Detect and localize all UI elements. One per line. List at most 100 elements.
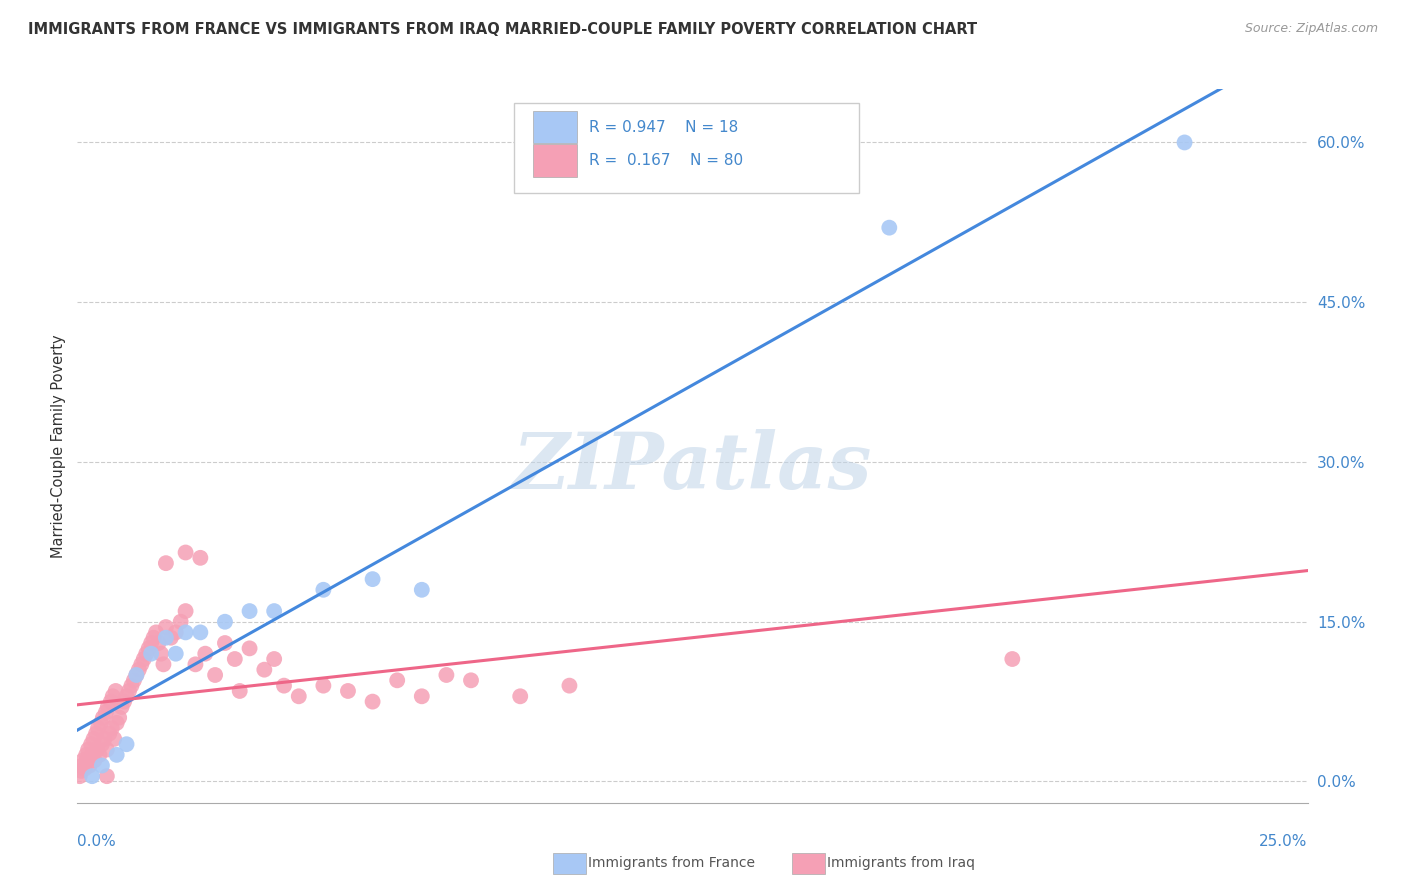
Point — [239, 641, 262, 656]
Point — [160, 631, 183, 645]
Point — [152, 657, 174, 672]
Point — [312, 679, 335, 693]
Point — [69, 769, 91, 783]
Point — [83, 731, 105, 746]
Point — [188, 625, 212, 640]
Point — [82, 769, 104, 783]
Text: R =  0.167    N = 80: R = 0.167 N = 80 — [589, 153, 744, 168]
Point — [101, 690, 124, 704]
Point — [70, 758, 93, 772]
Point — [76, 753, 98, 767]
Point — [155, 620, 177, 634]
Point — [174, 545, 197, 559]
Point — [204, 668, 226, 682]
Point — [112, 695, 135, 709]
Point — [86, 742, 108, 756]
Point — [97, 700, 120, 714]
Point — [337, 684, 360, 698]
Point — [361, 695, 384, 709]
Point — [155, 556, 177, 570]
Point — [273, 679, 295, 693]
Point — [105, 747, 128, 762]
Point — [122, 673, 145, 688]
Point — [101, 721, 124, 735]
Point — [79, 758, 101, 772]
Text: Source: ZipAtlas.com: Source: ZipAtlas.com — [1244, 22, 1378, 36]
Point — [214, 615, 236, 629]
Point — [411, 582, 433, 597]
Text: 0.0%: 0.0% — [77, 834, 117, 849]
Point — [90, 715, 112, 730]
Point — [155, 631, 177, 645]
Point — [83, 753, 105, 767]
Point — [82, 747, 104, 762]
Point — [89, 747, 111, 762]
Point — [150, 647, 173, 661]
Point — [436, 668, 458, 682]
Point — [312, 582, 335, 597]
Point — [103, 731, 125, 746]
Point — [121, 679, 143, 693]
Point — [263, 652, 285, 666]
Point — [84, 726, 107, 740]
Point — [141, 636, 163, 650]
Point — [77, 742, 100, 756]
Point — [170, 615, 193, 629]
Point — [87, 721, 110, 735]
Point — [128, 663, 150, 677]
Point — [263, 604, 285, 618]
Point — [72, 753, 94, 767]
Point — [115, 690, 138, 704]
Point — [73, 762, 96, 776]
Point — [142, 631, 165, 645]
Text: Immigrants from Iraq: Immigrants from Iraq — [827, 856, 974, 871]
Point — [253, 663, 276, 677]
Point — [148, 636, 170, 650]
Point — [94, 706, 117, 720]
Point — [228, 684, 252, 698]
Point — [129, 657, 153, 672]
Point — [214, 636, 236, 650]
Text: IMMIGRANTS FROM FRANCE VS IMMIGRANTS FROM IRAQ MARRIED-COUPLE FAMILY POVERTY COR: IMMIGRANTS FROM FRANCE VS IMMIGRANTS FRO… — [28, 22, 977, 37]
Point — [239, 604, 262, 618]
Point — [385, 673, 409, 688]
Point — [115, 737, 138, 751]
Text: Immigrants from France: Immigrants from France — [588, 856, 755, 871]
Text: 25.0%: 25.0% — [1260, 834, 1308, 849]
Point — [184, 657, 207, 672]
Point — [224, 652, 246, 666]
Point — [174, 604, 197, 618]
Point — [165, 647, 187, 661]
Point — [288, 690, 311, 704]
Point — [1174, 136, 1197, 150]
Point — [879, 220, 901, 235]
Point — [75, 747, 97, 762]
Point — [174, 625, 197, 640]
Point — [125, 668, 148, 682]
Point — [111, 700, 132, 714]
Point — [91, 710, 114, 724]
Point — [188, 550, 212, 565]
Point — [132, 652, 155, 666]
Point — [558, 679, 581, 693]
Point — [96, 742, 118, 756]
Point — [93, 731, 115, 746]
FancyBboxPatch shape — [533, 111, 576, 144]
Point — [138, 641, 160, 656]
Point — [145, 625, 167, 640]
Point — [104, 684, 127, 698]
Text: ZIPatlas: ZIPatlas — [513, 429, 872, 506]
Point — [70, 764, 93, 778]
Point — [194, 647, 217, 661]
Point — [118, 684, 141, 698]
Point — [509, 690, 531, 704]
Point — [460, 673, 482, 688]
Point — [165, 625, 187, 640]
Point — [105, 715, 128, 730]
Point — [90, 758, 114, 772]
Text: R = 0.947    N = 18: R = 0.947 N = 18 — [589, 120, 738, 135]
Point — [96, 769, 118, 783]
Point — [361, 572, 384, 586]
Point — [98, 726, 121, 740]
Y-axis label: Married-Couple Family Poverty: Married-Couple Family Poverty — [51, 334, 66, 558]
